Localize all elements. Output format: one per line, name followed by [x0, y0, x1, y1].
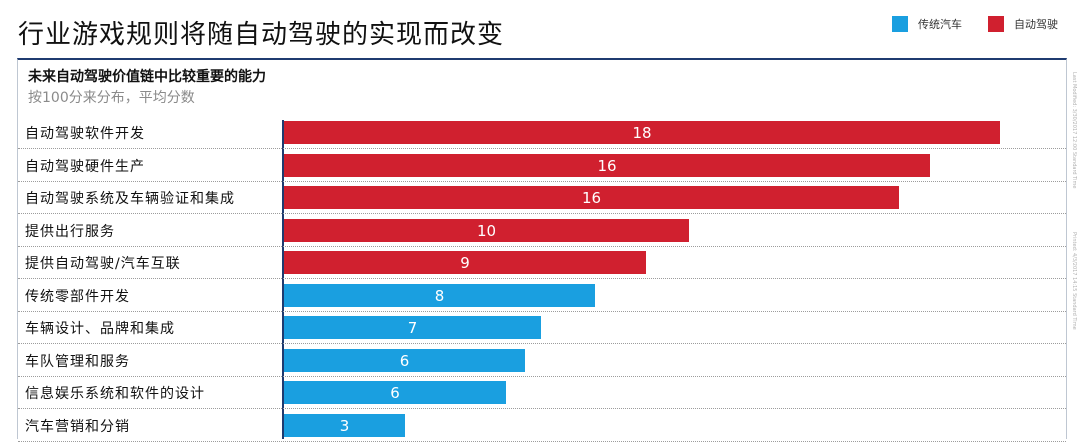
- bar-value-label: 7: [407, 319, 418, 337]
- category-label: 自动驾驶系统及车辆验证和集成: [25, 191, 235, 207]
- category-label: 提供出行服务: [25, 223, 115, 240]
- chart-row: 自动驾驶硬件生产 16: [18, 149, 1066, 182]
- bar-chart: 自动驾驶软件开发 18 自动驾驶硬件生产 16 自动驾驶系统及车辆验证和集成 16 提供出行…: [18, 116, 1066, 442]
- category-label: 自动驾驶硬件生产: [25, 158, 145, 175]
- legend-label-traditional: 传统汽车: [918, 18, 962, 31]
- bar: [284, 186, 899, 209]
- bar-value-label: 3: [339, 416, 350, 435]
- category-label: 自动驾驶软件开发: [25, 126, 145, 142]
- bar: [284, 218, 689, 242]
- chart-row: 车队管理和服务 6: [18, 344, 1066, 377]
- bar: [284, 316, 541, 339]
- chart-row: 自动驾驶软件开发 18: [18, 116, 1066, 149]
- bar-value-label: 8: [434, 286, 445, 305]
- category-label: 汽车营销和分销: [25, 418, 130, 435]
- legend: 传统汽车 自动驾驶: [892, 16, 1058, 32]
- bar-value-label: 16: [581, 189, 602, 207]
- category-label: 提供自动驾驶/汽车互联: [25, 256, 181, 272]
- bar: [284, 283, 595, 307]
- category-label: 传统零部件开发: [25, 288, 130, 305]
- chart-title: 行业游戏规则将随自动驾驶的实现而改变: [18, 20, 505, 50]
- legend-item-autonomous: 自动驾驶: [988, 16, 1058, 32]
- bar-value-label: 9: [460, 254, 470, 272]
- chart-row: 信息娱乐系统和软件的设计 6: [18, 376, 1066, 409]
- legend-label-autonomous: 自动驾驶: [1014, 18, 1058, 31]
- chart-row: 提供出行服务 10: [18, 214, 1066, 247]
- category-label: 车队管理和服务: [25, 353, 130, 370]
- chart-row: 自动驾驶系统及车辆验证和集成 16: [18, 181, 1066, 214]
- legend-swatch-traditional: [892, 16, 908, 32]
- category-label: 信息娱乐系统和软件的设计: [25, 386, 205, 402]
- side-note-printed: Printed: 4/3/2017 14:15 Standard Time: [1071, 232, 1077, 330]
- legend-swatch-autonomous: [988, 16, 1004, 32]
- bar-value-label: 16: [597, 156, 617, 175]
- bar-value-label: 10: [476, 221, 497, 240]
- chart-row: 传统零部件开发 8: [18, 279, 1066, 312]
- bar-value-label: 6: [399, 351, 410, 370]
- category-label: 车辆设计、品牌和集成: [25, 321, 175, 337]
- chart-panel: 未来自动驾驶价值链中比较重要的能力 按100分来分布，平均分数 自动驾驶软件开发…: [17, 58, 1067, 442]
- chart-row: 提供自动驾驶/汽车互联 9: [18, 246, 1066, 279]
- side-note-modified: Last Modified: 3/30/2017 12:00 Standard …: [1071, 72, 1077, 189]
- bar: [284, 251, 646, 274]
- chart-subtitle: 未来自动驾驶价值链中比较重要的能力: [28, 69, 266, 85]
- bar: [284, 153, 930, 177]
- bar: [284, 381, 506, 404]
- chart-row: 车辆设计、品牌和集成 7: [18, 311, 1066, 344]
- bar: [284, 121, 1000, 144]
- bar: [284, 348, 525, 372]
- bar: [284, 413, 405, 437]
- bar-value-label: 18: [632, 124, 652, 142]
- chart-note: 按100分来分布，平均分数: [28, 90, 195, 106]
- legend-item-traditional: 传统汽车: [892, 16, 962, 32]
- bar-value-label: 6: [390, 384, 400, 402]
- y-axis-line: [282, 120, 284, 439]
